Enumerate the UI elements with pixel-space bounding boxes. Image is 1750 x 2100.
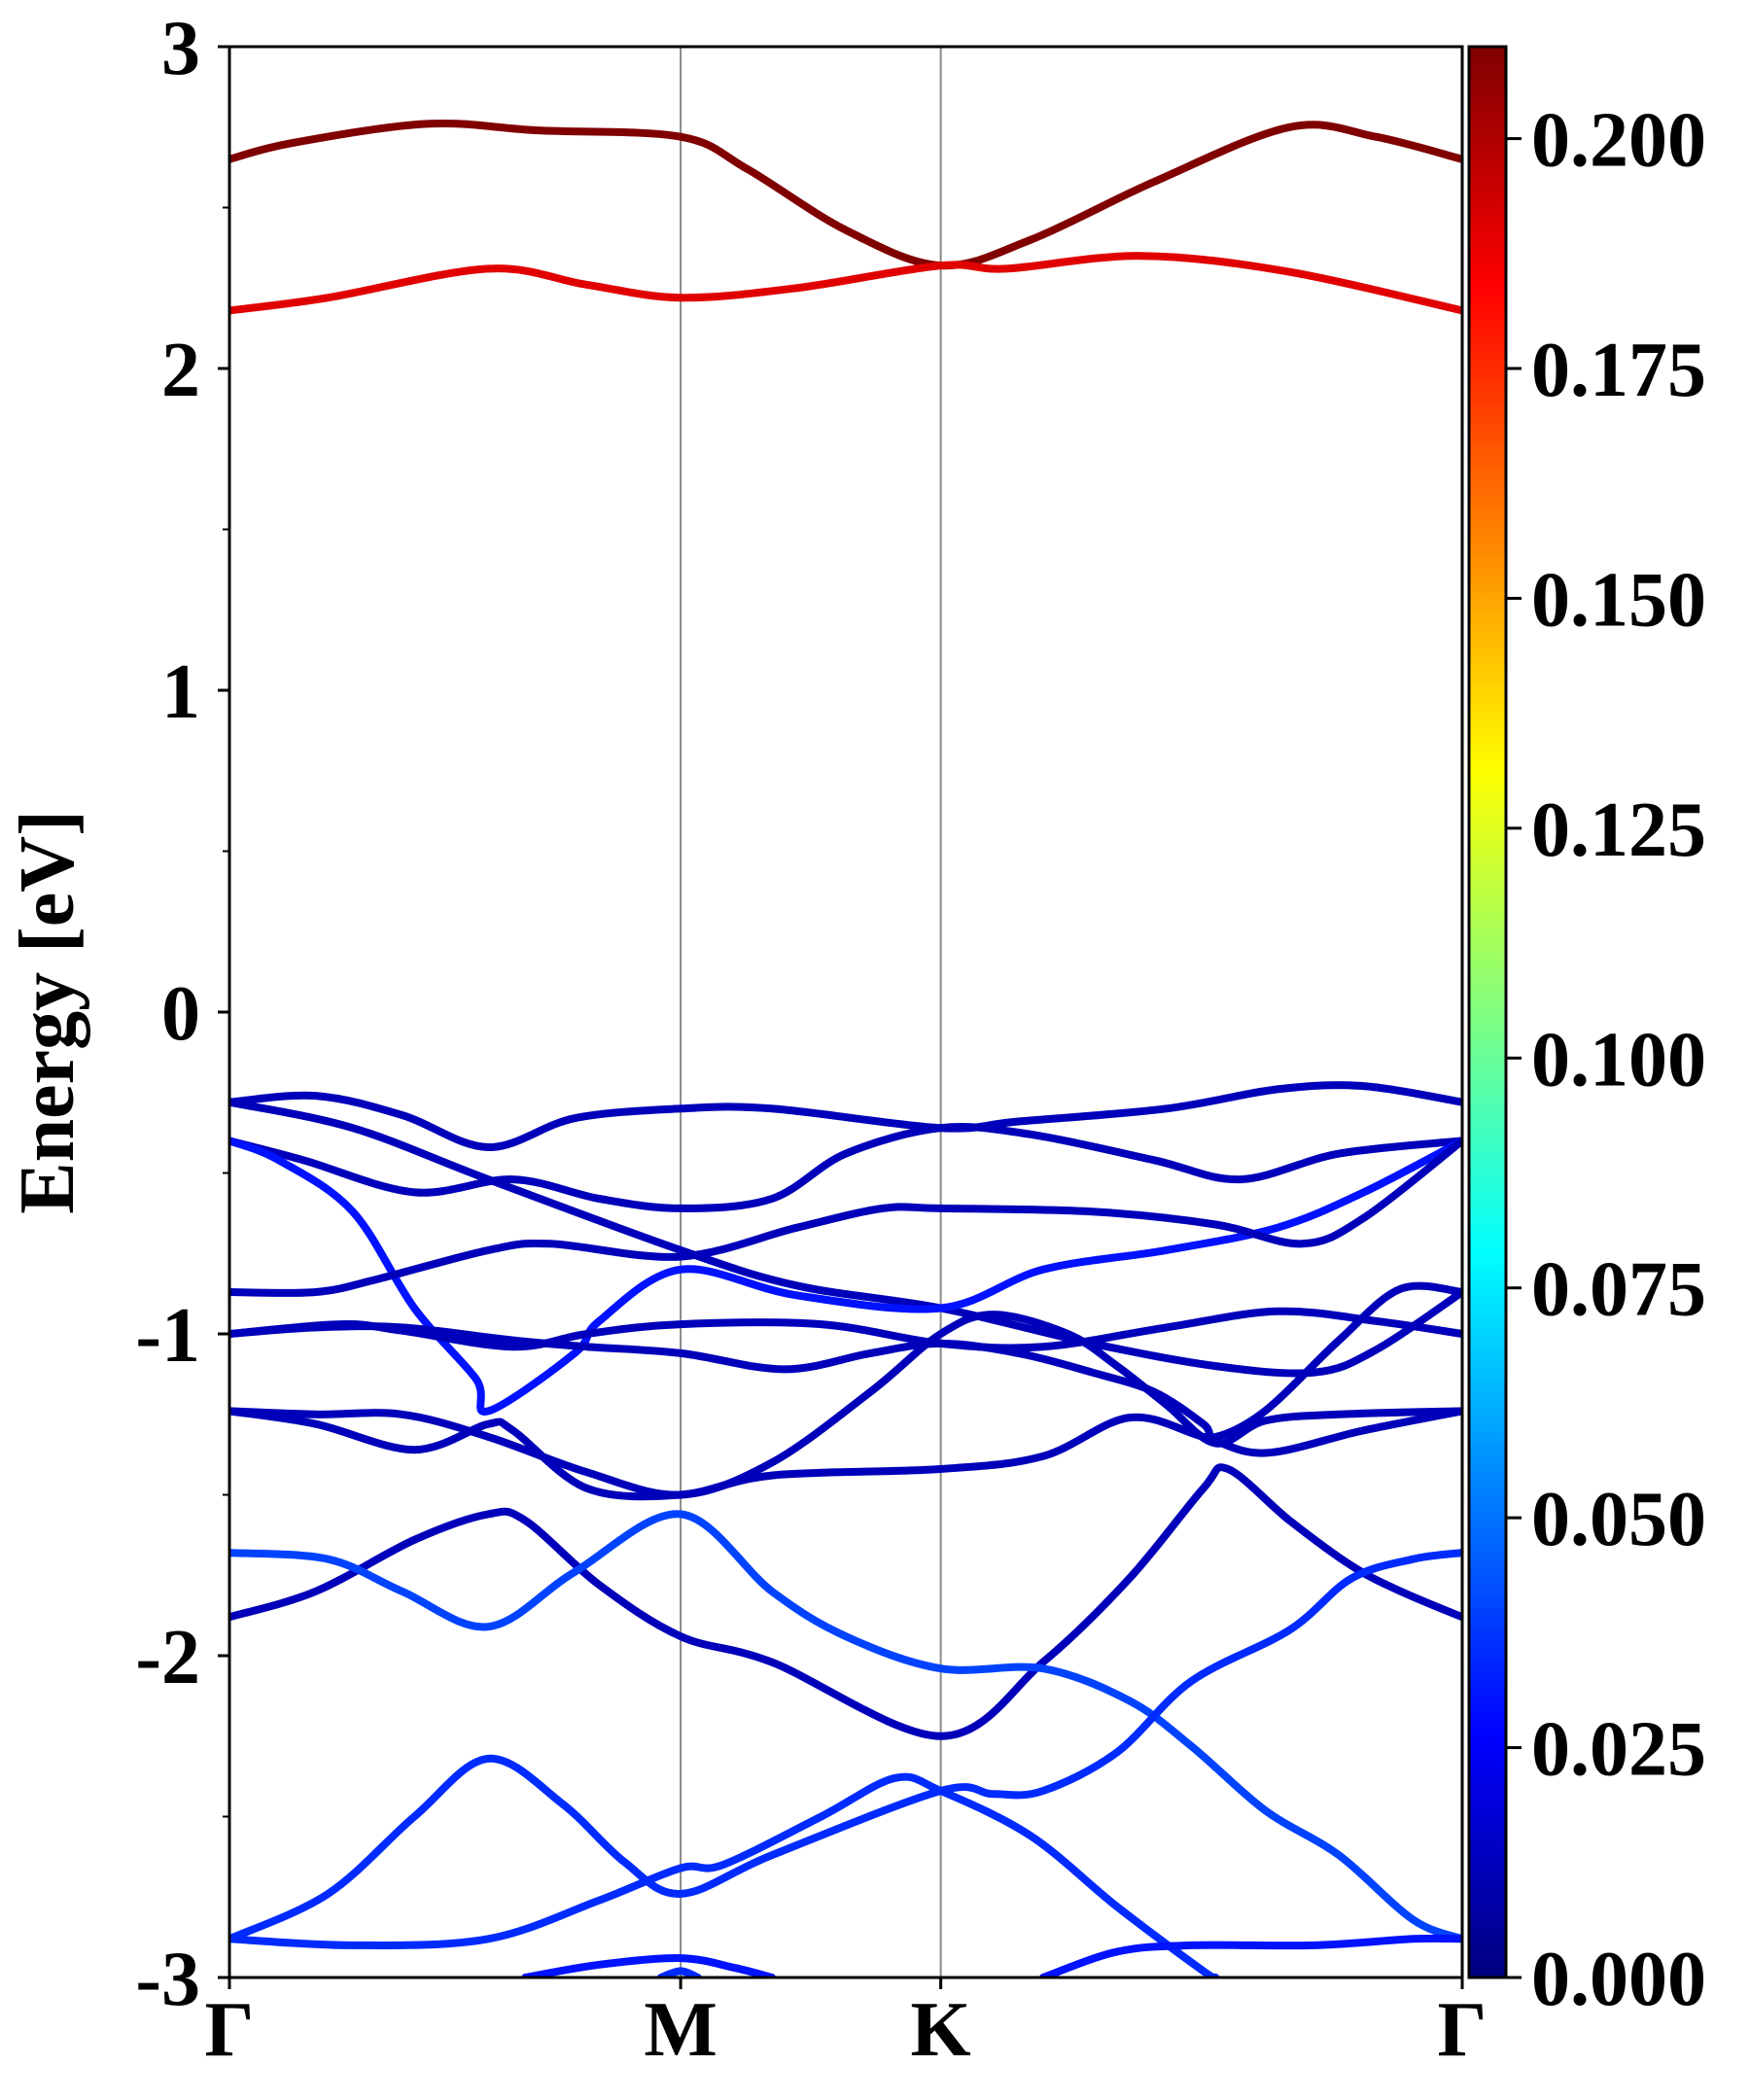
colorbar: 0.000 0.025 0.050 0.075 0.100 0.125 0.150 0.175… (1467, 45, 1706, 2022)
colorbar-tick-label: 0.100 (1531, 1017, 1706, 1102)
band-line-14 (229, 1549, 1462, 1943)
y-tick-label: 0 (161, 971, 200, 1057)
band-line-6 (229, 1137, 1462, 1416)
band-line-9 (229, 1281, 1462, 1442)
colorbar-tick-label: 0.150 (1531, 557, 1706, 643)
y-tick-label: -3 (135, 1937, 200, 2022)
high-symmetry-lines (680, 47, 942, 1978)
band-line-2 (229, 252, 1462, 315)
band-line-12 (229, 1463, 1462, 1740)
x-tick-label: Γ (205, 1987, 255, 2073)
colorbar-gradient (1467, 45, 1508, 1979)
y-tick-label: -2 (135, 1615, 200, 1700)
band-line-17 (1038, 1934, 1462, 1978)
colorbar-tick-label: 0.025 (1531, 1707, 1706, 1793)
colorbar-tick-label: 0.000 (1531, 1937, 1706, 2022)
colorbar-tick-label: 0.125 (1531, 788, 1706, 873)
y-tick-label: 3 (161, 6, 200, 91)
band-line-16 (521, 1954, 776, 1978)
y-tick-label: 2 (161, 328, 200, 413)
band-line-15 (229, 1772, 1220, 1978)
plot-frame (228, 45, 1464, 1979)
band-line-18 (656, 1967, 702, 1978)
band-line-7 (229, 1137, 1462, 1297)
y-tick-label: 1 (161, 649, 200, 735)
x-tick-label: M (644, 1987, 718, 2073)
band-line-13 (229, 1510, 1462, 1943)
bands (229, 120, 1462, 1978)
band-line-1 (229, 120, 1462, 270)
x-tick-label: K (911, 1987, 971, 2073)
band-line-11 (229, 1407, 1462, 1501)
y-axis-label-text: Energy [eV] (5, 810, 90, 1213)
y-axis-label: Energy [eV] (5, 810, 90, 1213)
colorbar-tick-label: 0.200 (1531, 98, 1706, 184)
band-line-5 (229, 1123, 1462, 1212)
x-tick-label: Γ (1438, 1987, 1488, 2073)
y-axis: 3 2 1 0 -1 -2 -3 (135, 6, 229, 2022)
colorbar-tick-label: 0.075 (1531, 1247, 1706, 1333)
colorbar-tick-label: 0.050 (1531, 1477, 1706, 1562)
band-line-3 (229, 1081, 1462, 1152)
y-tick-label: -1 (135, 1293, 200, 1379)
colorbar-tick-label: 0.175 (1531, 328, 1706, 413)
colorbar-ticks: 0.000 0.025 0.050 0.075 0.100 0.125 0.150 0.175… (1506, 98, 1706, 2022)
band-line-10 (229, 1311, 1462, 1499)
band-line-4 (229, 1098, 1462, 1378)
